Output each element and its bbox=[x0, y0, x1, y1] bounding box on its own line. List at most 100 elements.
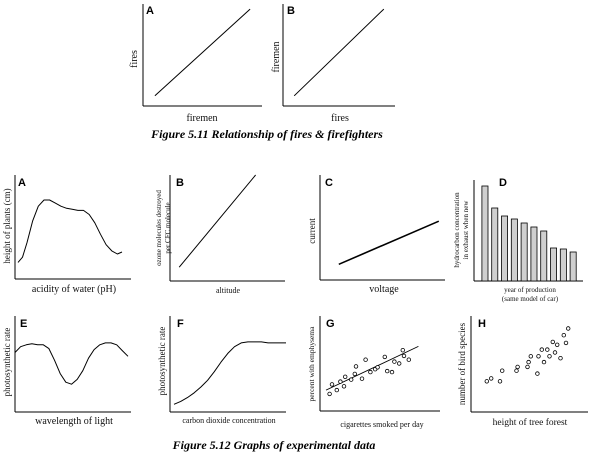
x-axis-label: fires bbox=[331, 113, 349, 124]
data-point bbox=[406, 357, 411, 362]
panel-512-c: C voltage current bbox=[307, 175, 445, 295]
panel-511-a: A firemen fires bbox=[129, 4, 262, 124]
y-axis-label-line-1: hydrocarbon concentration bbox=[453, 192, 461, 268]
bar bbox=[559, 248, 567, 282]
x-axis-label: altitude bbox=[216, 286, 240, 295]
x-axis-label: cigarettes smoked per day bbox=[340, 420, 423, 429]
data-point bbox=[525, 364, 530, 370]
data-point bbox=[327, 391, 332, 397]
data-point bbox=[334, 387, 339, 393]
data-point bbox=[382, 354, 387, 360]
figure-5-11-caption: Figure 5.11 Relationship of fires & fire… bbox=[150, 127, 383, 141]
data-point bbox=[558, 356, 563, 361]
y-axis-label: current bbox=[307, 218, 317, 244]
data-point bbox=[363, 357, 368, 362]
data-point bbox=[338, 379, 343, 384]
y-axis-label: photosynthetic rate bbox=[2, 328, 12, 397]
data-point bbox=[329, 382, 335, 387]
panel-letter: B bbox=[176, 177, 184, 189]
data-point bbox=[515, 364, 520, 370]
data-line bbox=[154, 8, 251, 97]
data-point bbox=[555, 342, 560, 347]
data-point bbox=[401, 353, 407, 359]
data-point bbox=[359, 376, 365, 381]
panel-512-a: A acidity of water (pH) height of plants… bbox=[2, 175, 131, 295]
figure-5-12-caption: Figure 5.12 Graphs of experimental data bbox=[172, 438, 376, 452]
panel-letter: G bbox=[326, 318, 335, 330]
data-point bbox=[343, 374, 348, 379]
data-point bbox=[539, 347, 544, 352]
panel-letter: E bbox=[20, 318, 27, 330]
data-line bbox=[14, 342, 129, 385]
data-point bbox=[349, 377, 354, 382]
data-line bbox=[293, 8, 385, 97]
data-line bbox=[173, 341, 286, 405]
y-axis-label: height of plants (cm) bbox=[2, 188, 12, 263]
y-axis-label: percent with emphysema bbox=[307, 326, 316, 402]
y-axis-label-line-2: in exhaust when new bbox=[462, 200, 470, 260]
data-point bbox=[341, 384, 347, 389]
y-axis-label: photosynthetic rate bbox=[157, 327, 167, 396]
x-axis-label: firemen bbox=[186, 113, 217, 124]
panel-512-g: G cigarettes smoked per day percent with… bbox=[307, 316, 440, 429]
x-axis-label: height of tree forest bbox=[493, 417, 568, 428]
data-line bbox=[178, 174, 256, 268]
data-point bbox=[552, 350, 558, 355]
data-point bbox=[397, 361, 402, 366]
data-line bbox=[17, 199, 123, 263]
data-point bbox=[514, 368, 519, 373]
bar bbox=[540, 230, 548, 282]
bar bbox=[481, 185, 489, 282]
data-point bbox=[375, 365, 380, 370]
bar bbox=[510, 218, 518, 282]
panel-512-f: F carbon dioxide concentration photosynt… bbox=[157, 316, 286, 425]
x-axis-label: acidity of water (pH) bbox=[32, 284, 116, 295]
panel-512-b: B altitude ozone molecules destroyed per… bbox=[155, 174, 285, 295]
panel-letter: F bbox=[177, 318, 184, 330]
data-point bbox=[489, 376, 494, 381]
data-point bbox=[484, 379, 489, 384]
y-axis-label-line-2: per CFC molecule bbox=[164, 202, 172, 253]
panel-512-h: H height of tree forest number of bird s… bbox=[457, 316, 588, 428]
data-point bbox=[385, 368, 390, 374]
panel-letter: H bbox=[478, 318, 486, 330]
data-point bbox=[368, 369, 373, 375]
data-point bbox=[566, 326, 571, 331]
data-point bbox=[541, 359, 547, 365]
y-axis-label: fires bbox=[129, 50, 140, 68]
panel-letter: D bbox=[499, 177, 507, 189]
bar bbox=[569, 251, 577, 282]
panel-512-d: D year of production (same model of car)… bbox=[453, 177, 583, 303]
x-axis-label: voltage bbox=[369, 284, 399, 295]
y-axis-label: number of bird species bbox=[457, 322, 467, 405]
data-point bbox=[526, 359, 531, 365]
data-point bbox=[400, 348, 405, 353]
data-point bbox=[550, 339, 555, 345]
data-point bbox=[352, 371, 357, 377]
data-point bbox=[547, 354, 552, 359]
bar bbox=[520, 222, 528, 282]
data-point bbox=[561, 333, 566, 338]
x-axis-label: carbon dioxide concentration bbox=[182, 416, 275, 425]
data-point bbox=[536, 354, 541, 359]
bar bbox=[550, 247, 557, 282]
bar bbox=[501, 215, 508, 282]
x-axis-label: wavelength of light bbox=[35, 416, 113, 427]
y-axis-label: firemen bbox=[271, 41, 282, 72]
panel-511-b: B fires firemen bbox=[271, 4, 395, 124]
panel-letter: A bbox=[18, 177, 26, 189]
x-axis-label-line-1: year of production bbox=[504, 286, 556, 294]
data-point bbox=[500, 368, 505, 373]
panel-letter: B bbox=[287, 5, 295, 17]
data-point bbox=[545, 347, 550, 352]
data-point bbox=[497, 379, 503, 384]
data-line bbox=[338, 220, 440, 266]
panel-letter: C bbox=[325, 177, 333, 189]
data-point bbox=[389, 369, 395, 375]
data-point bbox=[353, 364, 359, 369]
data-point bbox=[535, 371, 540, 376]
panel-letter: A bbox=[146, 5, 154, 17]
y-axis-label-line-1: ozone molecules destroyed bbox=[155, 190, 163, 266]
data-point bbox=[528, 354, 533, 359]
